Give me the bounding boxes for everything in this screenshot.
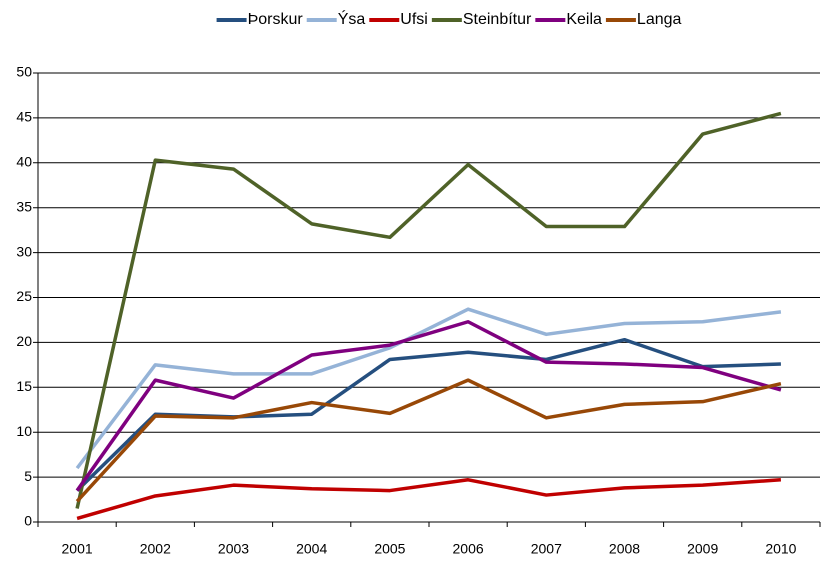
legend-label: Steinbítur bbox=[463, 11, 532, 28]
legend-label: Ýsa bbox=[338, 9, 366, 28]
series-line bbox=[75, 319, 782, 492]
y-tick-label: 30 bbox=[16, 243, 32, 259]
x-tick-label: 2001 bbox=[62, 541, 93, 557]
x-tick-label: 2007 bbox=[531, 541, 562, 557]
series-line bbox=[76, 478, 782, 521]
legend-label: Langa bbox=[637, 11, 682, 28]
y-tick-label: 0 bbox=[24, 513, 32, 529]
legend-label: Þorskur bbox=[248, 11, 304, 28]
y-tick-label: 20 bbox=[16, 333, 32, 349]
y-tick-label: 40 bbox=[16, 154, 32, 170]
legend-label: Ufsi bbox=[400, 11, 428, 28]
x-tick-label: 2004 bbox=[296, 541, 327, 557]
x-tick-label: 2008 bbox=[609, 541, 640, 557]
x-tick-label: 2006 bbox=[453, 541, 484, 557]
y-tick-label: 50 bbox=[16, 64, 32, 80]
x-tick-label: 2003 bbox=[218, 541, 249, 557]
x-tick-label: 2002 bbox=[140, 541, 171, 557]
y-tick-label: 25 bbox=[16, 288, 32, 304]
series-line bbox=[75, 378, 782, 503]
y-tick-label: 45 bbox=[16, 109, 32, 125]
y-tick-label: 5 bbox=[24, 468, 32, 484]
legend: Þorskur Ýsa Ufsi Steinbítur Keila Langa bbox=[216, 9, 682, 28]
legend-label: Keila bbox=[566, 11, 602, 28]
y-tick-label: 10 bbox=[16, 423, 32, 439]
x-tick-label: 2009 bbox=[687, 541, 718, 557]
series-line bbox=[75, 307, 782, 470]
x-tick-label: 2010 bbox=[765, 541, 796, 557]
x-tick-label: 2005 bbox=[374, 541, 405, 557]
series-line bbox=[75, 111, 782, 509]
y-tick-label: 15 bbox=[16, 378, 32, 394]
y-tick-label: 35 bbox=[16, 198, 32, 214]
